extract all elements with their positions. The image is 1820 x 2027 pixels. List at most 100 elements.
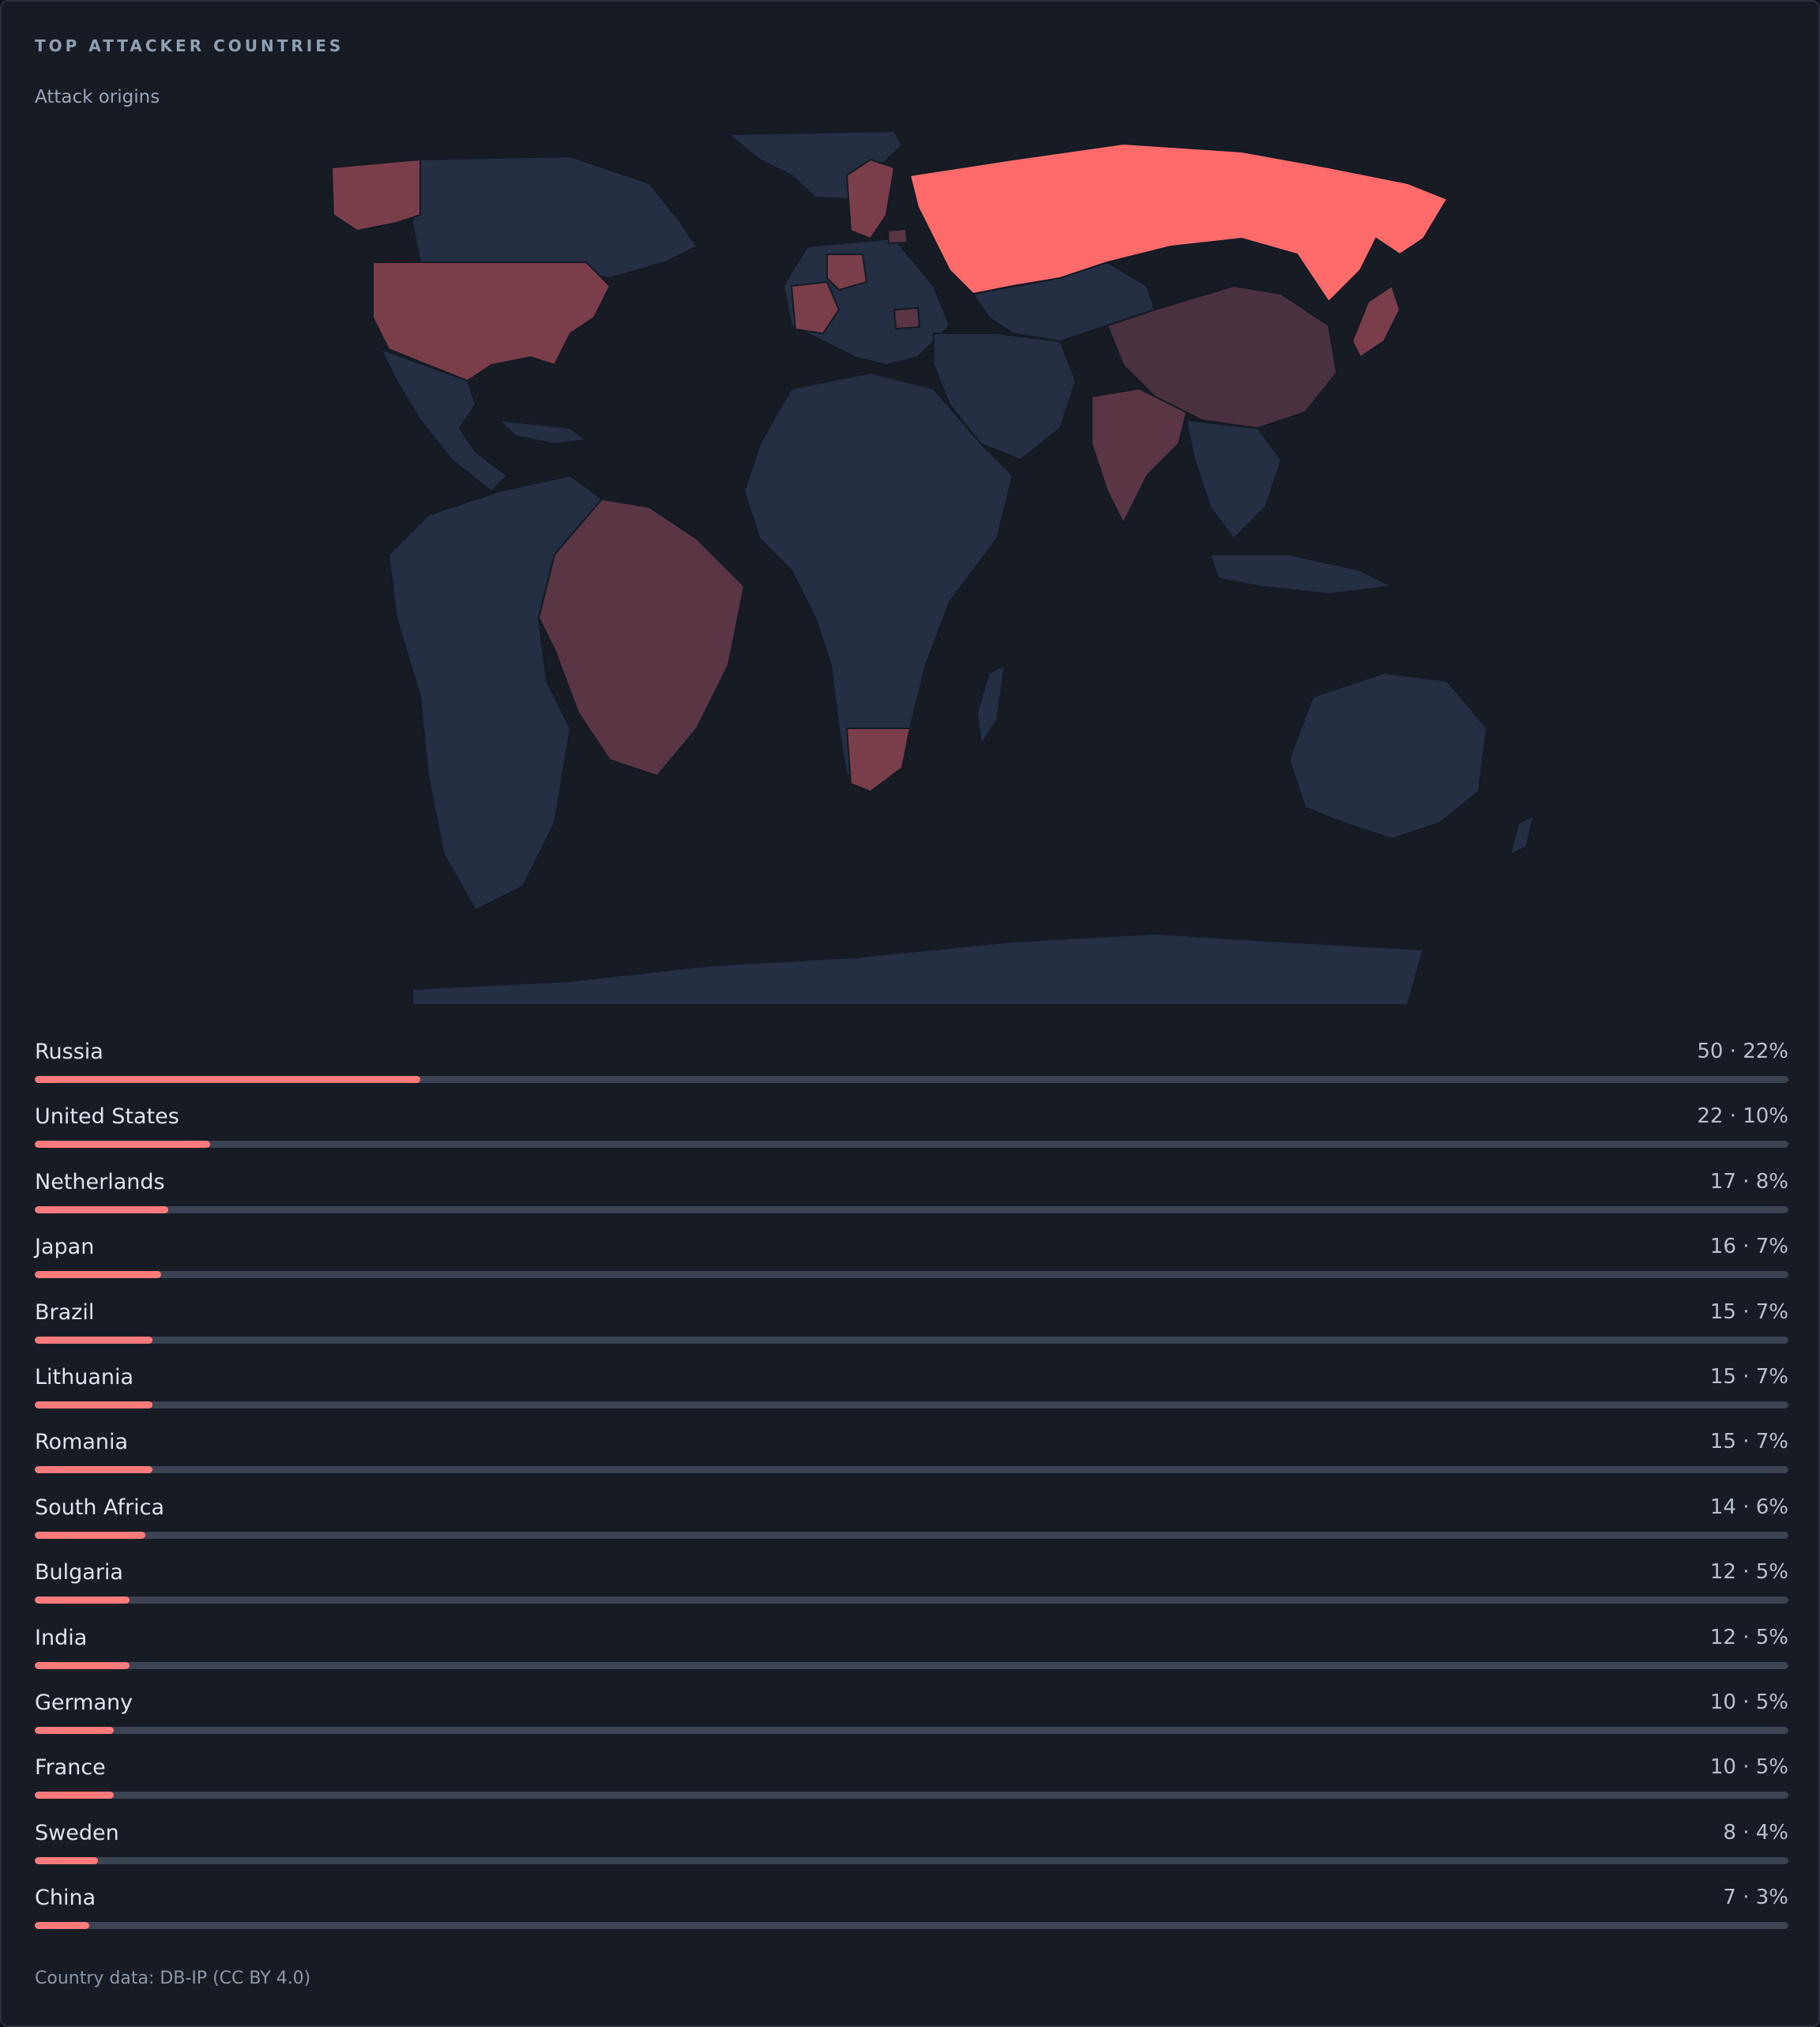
france-shape bbox=[790, 280, 840, 335]
bar-fill bbox=[35, 1596, 130, 1604]
madagascar-shape bbox=[976, 664, 1006, 746]
japan-shape bbox=[1351, 284, 1401, 359]
country-row-bulgaria: Bulgaria 12 · 5% bbox=[35, 1557, 1788, 1622]
country-row-sweden: Sweden 8 · 4% bbox=[35, 1818, 1788, 1882]
bar-fill bbox=[35, 1076, 421, 1083]
bar-fill bbox=[35, 1141, 210, 1149]
united-states-shape bbox=[372, 261, 611, 382]
country-name: Russia bbox=[35, 1040, 103, 1064]
bar-track bbox=[35, 1271, 1788, 1279]
germany-shape bbox=[826, 254, 868, 291]
country-name: Bulgaria bbox=[35, 1560, 123, 1585]
country-value: 7 · 3% bbox=[1723, 1886, 1788, 1910]
bar-track bbox=[35, 1596, 1788, 1604]
country-value: 12 · 5% bbox=[1709, 1625, 1788, 1649]
bar-track bbox=[35, 1336, 1788, 1344]
country-row-lithuania: Lithuania 15 · 7% bbox=[35, 1362, 1788, 1427]
bar-track bbox=[35, 1076, 1788, 1083]
bar-track bbox=[35, 1466, 1788, 1474]
country-value: 16 · 7% bbox=[1709, 1235, 1788, 1259]
country-name: India bbox=[35, 1625, 88, 1650]
country-row-south-africa: South Africa 14 · 6% bbox=[35, 1492, 1788, 1557]
country-value: 8 · 4% bbox=[1723, 1820, 1788, 1845]
india-shape bbox=[1091, 387, 1188, 525]
bar-track bbox=[35, 1856, 1788, 1864]
country-row-germany: Germany 10 · 5% bbox=[35, 1687, 1788, 1752]
country-name: France bbox=[35, 1755, 106, 1781]
sweden-shape bbox=[845, 158, 896, 240]
canada-shape bbox=[411, 155, 698, 280]
indonesia-shape bbox=[1209, 554, 1395, 596]
bar-fill bbox=[35, 1792, 114, 1799]
country-value: 15 · 7% bbox=[1709, 1430, 1788, 1454]
bar-fill bbox=[35, 1726, 114, 1734]
alaska-shape bbox=[330, 158, 421, 232]
country-row-japan: Japan 16 · 7% bbox=[35, 1232, 1788, 1296]
country-value: 50 · 22% bbox=[1697, 1040, 1788, 1063]
southeast-asia-shape bbox=[1185, 419, 1283, 540]
country-row-france: France 10 · 5% bbox=[35, 1752, 1788, 1817]
country-row-romania: Romania 15 · 7% bbox=[35, 1427, 1788, 1491]
country-value: 22 · 10% bbox=[1697, 1104, 1788, 1129]
lithuania-shape bbox=[886, 228, 908, 245]
country-name: Romania bbox=[35, 1430, 129, 1455]
country-name: Germany bbox=[35, 1690, 133, 1715]
russia-shape bbox=[908, 142, 1449, 303]
antarctica-shape bbox=[412, 932, 1425, 1006]
country-list: Russia 50 · 22% United States 22 · 10% N… bbox=[35, 1036, 1788, 1947]
bar-fill bbox=[35, 1336, 152, 1344]
bar-fill bbox=[35, 1661, 130, 1669]
country-name: China bbox=[35, 1886, 96, 1911]
romania-shape bbox=[893, 306, 921, 330]
bar-track bbox=[35, 1531, 1788, 1539]
country-row-netherlands: Netherlands 17 · 8% bbox=[35, 1167, 1788, 1232]
country-name: South Africa bbox=[35, 1495, 165, 1520]
country-value: 15 · 7% bbox=[1709, 1299, 1788, 1324]
brazil-shape bbox=[537, 498, 746, 777]
card-title: TOP ATTACKER COUNTRIES bbox=[35, 36, 344, 55]
bar-track bbox=[35, 1141, 1788, 1149]
country-value: 12 · 5% bbox=[1709, 1560, 1788, 1585]
country-name: United States bbox=[35, 1104, 179, 1130]
caribbean-shape bbox=[497, 419, 588, 446]
central-america-shape bbox=[378, 348, 509, 493]
country-value: 10 · 5% bbox=[1709, 1690, 1788, 1714]
new-zealand-shape bbox=[1509, 814, 1536, 856]
country-name: Netherlands bbox=[35, 1169, 165, 1194]
bar-track bbox=[35, 1401, 1788, 1408]
bar-track bbox=[35, 1205, 1788, 1213]
world-map bbox=[239, 128, 1581, 1013]
country-row-india: India 12 · 5% bbox=[35, 1623, 1788, 1687]
country-value: 14 · 6% bbox=[1709, 1495, 1788, 1519]
country-value: 15 · 7% bbox=[1709, 1364, 1788, 1389]
country-name: Lithuania bbox=[35, 1364, 134, 1390]
country-row-brazil: Brazil 15 · 7% bbox=[35, 1297, 1788, 1362]
country-name: Brazil bbox=[35, 1299, 95, 1325]
south-africa-shape bbox=[845, 728, 912, 793]
country-name: Sweden bbox=[35, 1820, 119, 1845]
country-row-russia: Russia 50 · 22% bbox=[35, 1036, 1788, 1101]
bar-fill bbox=[35, 1922, 89, 1930]
africa-shape bbox=[743, 371, 1014, 777]
card-subtitle: Attack origins bbox=[35, 87, 160, 107]
country-row-china: China 7 · 3% bbox=[35, 1882, 1788, 1947]
australia-shape bbox=[1288, 671, 1488, 841]
bar-fill bbox=[35, 1531, 145, 1539]
china-shape bbox=[1106, 284, 1338, 430]
country-row-united-states: United States 22 · 10% bbox=[35, 1101, 1788, 1166]
bar-track bbox=[35, 1726, 1788, 1734]
bar-track bbox=[35, 1792, 1788, 1799]
country-value: 17 · 8% bbox=[1709, 1169, 1788, 1194]
europe-shape bbox=[782, 237, 951, 367]
bar-track bbox=[35, 1661, 1788, 1669]
middle-east-shape bbox=[933, 333, 1077, 461]
bar-track bbox=[35, 1922, 1788, 1930]
bar-fill bbox=[35, 1466, 152, 1474]
bar-fill bbox=[35, 1205, 168, 1213]
data-attribution: Country data: DB-IP (CC BY 4.0) bbox=[35, 1969, 311, 1988]
bar-fill bbox=[35, 1271, 161, 1279]
country-name: Japan bbox=[35, 1235, 95, 1260]
bar-fill bbox=[35, 1401, 152, 1408]
bar-fill bbox=[35, 1856, 98, 1864]
